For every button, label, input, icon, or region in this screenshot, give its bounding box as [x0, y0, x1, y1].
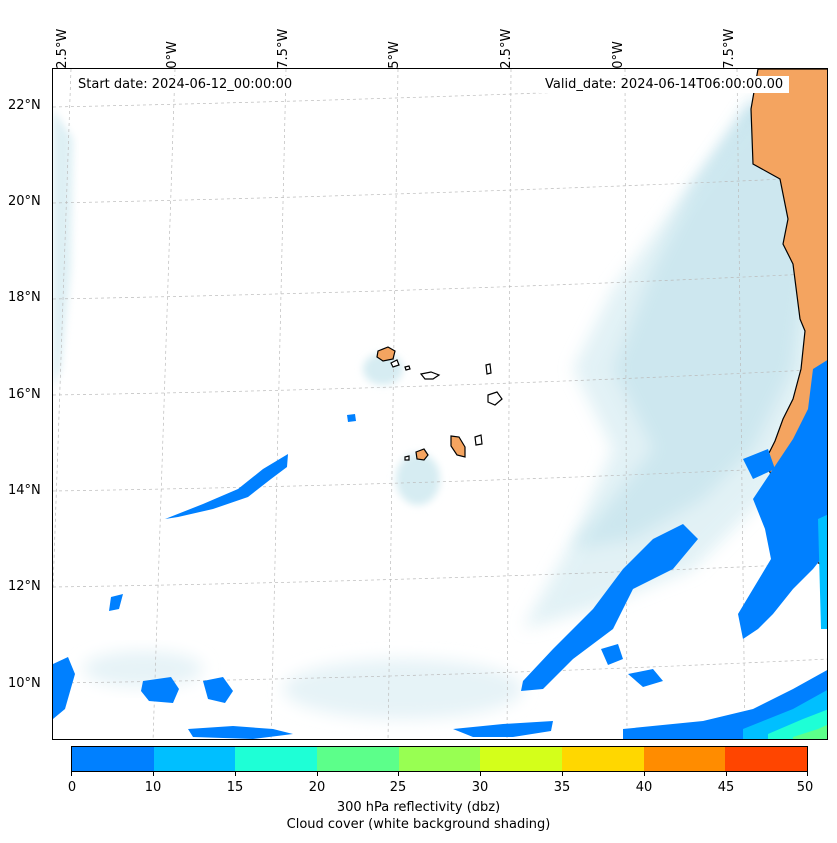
colorbar-tick-0: 0	[67, 780, 77, 795]
echo-cell-west-edge	[53, 657, 75, 719]
island-santa-luzia	[404, 365, 411, 371]
colorbar-segment-10-15	[153, 747, 236, 771]
colorbar-tick-40: 40	[635, 780, 653, 795]
colorbar-segment-40-45	[643, 747, 726, 771]
colorbar-tickmark	[644, 772, 645, 776]
colorbar-tickmark	[480, 772, 481, 776]
cloud-cover-shading	[53, 99, 813, 719]
colorbar-segment-35-40	[562, 747, 644, 771]
colorbar-tick-15: 15	[226, 780, 244, 795]
island-sal	[485, 363, 492, 375]
echo-band-south	[188, 726, 293, 739]
echo-edge-east	[818, 514, 827, 629]
island-fogo	[415, 448, 429, 461]
colorbar-tickmark	[235, 772, 236, 776]
colorbar-segment-25-30	[398, 747, 481, 771]
lat-label-10n: 10°N	[8, 676, 41, 691]
colorbar-label-reflectivity: 300 hPa reflectivity (dbz)	[336, 800, 501, 815]
cloud-patch-south-islands	[396, 453, 440, 505]
colorbar-tickmark	[807, 772, 808, 776]
colorbar-label-cloud-cover: Cloud cover (white background shading)	[286, 817, 551, 832]
island-santiago	[450, 435, 466, 458]
colorbar-tick-35: 35	[553, 780, 571, 795]
colorbar-tickmark	[71, 772, 72, 776]
lat-label-22n: 22°N	[8, 98, 41, 113]
colorbar-tick-10: 10	[144, 780, 162, 795]
echo-cell-coast	[743, 449, 775, 479]
cloud-band-outer	[523, 109, 813, 629]
cloud-patch-south	[283, 659, 523, 719]
cloud-patch-southwest	[83, 651, 203, 687]
colorbar	[71, 746, 808, 772]
colorbar-tick-30: 30	[471, 780, 489, 795]
colorbar-tick-50: 50	[796, 780, 814, 795]
colorbar-tickmark	[726, 772, 727, 776]
lat-label-20n: 20°N	[8, 194, 41, 209]
echo-cell-southeast	[601, 644, 623, 665]
map-panel[interactable]	[52, 68, 828, 740]
echo-cell-west-3	[203, 677, 233, 703]
colorbar-segment-45-50	[725, 747, 808, 771]
island-sao-nicolau	[419, 371, 441, 380]
valid-date-label: Valid_date: 2024-06-14T06:00:00.00	[539, 76, 790, 93]
lat-label-12n: 12°N	[8, 579, 41, 594]
lat-label-18n: 18°N	[8, 290, 41, 305]
colorbar-segment-15-20	[235, 747, 318, 771]
colorbar-segment-30-35	[480, 747, 563, 771]
reflectivity-contours	[53, 360, 827, 739]
echo-band-coast	[738, 360, 827, 639]
colorbar-tickmark	[317, 772, 318, 776]
echo-core-25	[793, 724, 827, 739]
echo-cell-southeast-2	[628, 669, 663, 687]
colorbar-tick-25: 25	[389, 780, 407, 795]
echo-band-southeast	[521, 524, 698, 691]
colorbar-tickmark	[153, 772, 154, 776]
lat-label-16n: 16°N	[8, 387, 41, 402]
echo-cell-west-2	[141, 677, 179, 703]
colorbar-tick-45: 45	[717, 780, 735, 795]
map-canvas	[53, 69, 827, 739]
lat-label-14n: 14°N	[8, 483, 41, 498]
island-sao-vicente	[390, 359, 400, 368]
island-maio	[474, 434, 483, 446]
cloud-west-edge	[53, 109, 73, 389]
colorbar-tickmark	[562, 772, 563, 776]
island-brava	[404, 455, 410, 461]
colorbar-segment-20-25	[317, 747, 399, 771]
cape-verde-islands	[376, 346, 503, 461]
echo-band-south-2	[453, 721, 553, 737]
cloud-patch-islands	[363, 353, 403, 385]
start-date-label: Start date: 2024-06-12_00:00:00	[72, 76, 299, 93]
island-santo-antao	[376, 346, 396, 362]
colorbar-tick-20: 20	[308, 780, 326, 795]
island-boa-vista	[487, 391, 503, 406]
colorbar-tickmark	[398, 772, 399, 776]
echo-cell-west-1	[109, 594, 123, 611]
colorbar-segment-0-10	[72, 747, 154, 771]
echo-cell-central	[347, 414, 356, 422]
